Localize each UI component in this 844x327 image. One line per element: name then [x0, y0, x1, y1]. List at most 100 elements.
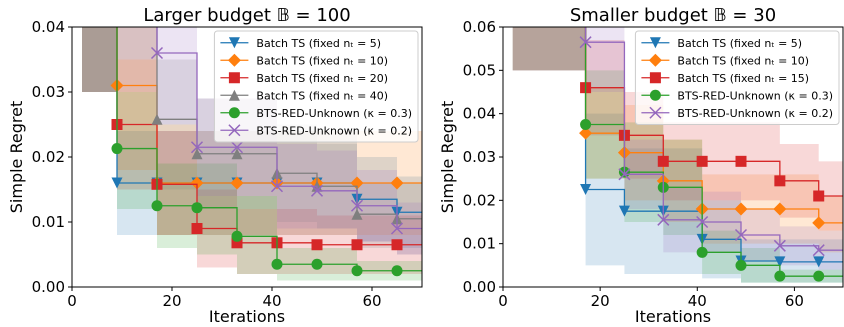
y-tick-label: 0.04 [32, 18, 65, 36]
y-tick-label: 0.04 [463, 105, 496, 123]
marker [231, 237, 243, 249]
x-axis-label: Iterations [635, 307, 711, 326]
marker [151, 113, 163, 125]
y-tick-label: 0.02 [32, 148, 65, 166]
marker [580, 119, 592, 130]
legend: Batch TS (fixed nₜ = 5) Batch TS (fixed n… [213, 30, 419, 143]
marker [191, 223, 203, 234]
marker [774, 270, 786, 282]
marker [813, 270, 825, 282]
confidence-band [512, 27, 843, 283]
marker [774, 175, 786, 187]
legend-marker [649, 106, 662, 119]
legend-label: BTS-RED-Unknown (κ = 0.2) [677, 107, 833, 120]
legend-label: BTS-RED-Unknown (κ = 0.3) [677, 89, 833, 102]
y-tick-label: 0.00 [463, 278, 496, 296]
marker [150, 46, 164, 60]
y-tick-label: 0.01 [463, 235, 496, 253]
marker [812, 244, 825, 257]
x-tick-label: 40 [262, 292, 281, 310]
marker [734, 202, 748, 216]
marker [391, 239, 403, 251]
x-tick-label: 60 [362, 292, 381, 310]
x-tick-label: 60 [785, 292, 804, 310]
marker [579, 126, 593, 140]
marker [111, 177, 123, 189]
marker [271, 258, 283, 270]
marker [735, 259, 747, 271]
series-line [584, 27, 843, 197]
marker [190, 141, 204, 154]
legend-marker [228, 124, 241, 137]
legend-marker [228, 72, 240, 84]
series-line [156, 27, 422, 230]
legend-marker [228, 37, 240, 49]
marker [696, 155, 708, 167]
marker [696, 246, 708, 258]
marker [350, 199, 364, 212]
legend-label: Batch TS (fixed nₜ = 10) [677, 54, 809, 67]
marker [190, 176, 204, 190]
confidence-band [82, 27, 422, 274]
y-tick-label: 0.06 [463, 18, 496, 36]
marker [311, 239, 323, 251]
x-tick-label: 20 [591, 292, 610, 310]
legend-marker [228, 107, 240, 119]
confidence-band [82, 27, 422, 281]
marker [391, 265, 403, 277]
chart-title: Larger budget 𝔹 = 100 [143, 5, 350, 26]
y-tick-label: 0.03 [32, 83, 65, 101]
marker [618, 205, 630, 217]
legend-label: Batch TS (fixed nₜ = 15) [677, 72, 809, 85]
y-tick-label: 0.03 [463, 148, 496, 166]
y-tick-label: 0.01 [32, 213, 65, 231]
y-tick-label: 0.02 [463, 191, 496, 209]
legend-label: Batch TS (fixed nₜ = 20) [256, 72, 388, 85]
marker [813, 256, 825, 268]
marker [230, 176, 244, 190]
marker [657, 155, 669, 167]
y-tick-label: 0.05 [463, 61, 496, 79]
legend-label: BTS-RED-Unknown (κ = 0.3) [256, 107, 412, 120]
legend-marker [649, 72, 661, 84]
marker [230, 141, 244, 154]
legend-frame [634, 30, 840, 125]
confidence-band [512, 27, 843, 231]
legend-marker [648, 53, 662, 67]
marker [351, 208, 363, 220]
legend: Batch TS (fixed nₜ = 5) Batch TS (fixed n… [634, 30, 840, 125]
marker [579, 36, 592, 49]
marker [618, 168, 631, 181]
marker [351, 239, 363, 251]
series-line [584, 27, 843, 251]
marker [774, 256, 786, 268]
marker [231, 230, 243, 242]
x-axis-label: Iterations [209, 307, 285, 326]
marker [390, 222, 404, 235]
marker [151, 200, 163, 212]
x-tick-label: 20 [162, 292, 181, 310]
marker [351, 265, 363, 277]
marker [191, 202, 203, 214]
legend-label: Batch TS (fixed nₜ = 5) [677, 37, 802, 50]
legend-marker [228, 89, 240, 101]
subplot: 0 20 40 60 0.00 0.01 0.02 0.03 0.04 Larger budget… [7, 5, 423, 326]
marker [310, 184, 324, 197]
marker [813, 190, 825, 202]
marker [231, 148, 243, 160]
marker [311, 258, 323, 270]
legend-marker [227, 53, 241, 67]
marker [191, 148, 203, 160]
marker [735, 155, 747, 167]
legend-frame [213, 30, 419, 143]
marker [773, 202, 787, 216]
marker [734, 228, 748, 242]
plot-area [512, 27, 843, 283]
y-tick-label: 0.00 [32, 278, 65, 296]
marker [390, 176, 404, 190]
legend-marker [649, 89, 661, 101]
marker [657, 213, 670, 226]
legend-label: BTS-RED-Unknown (κ = 0.2) [256, 124, 412, 137]
marker [696, 215, 709, 229]
